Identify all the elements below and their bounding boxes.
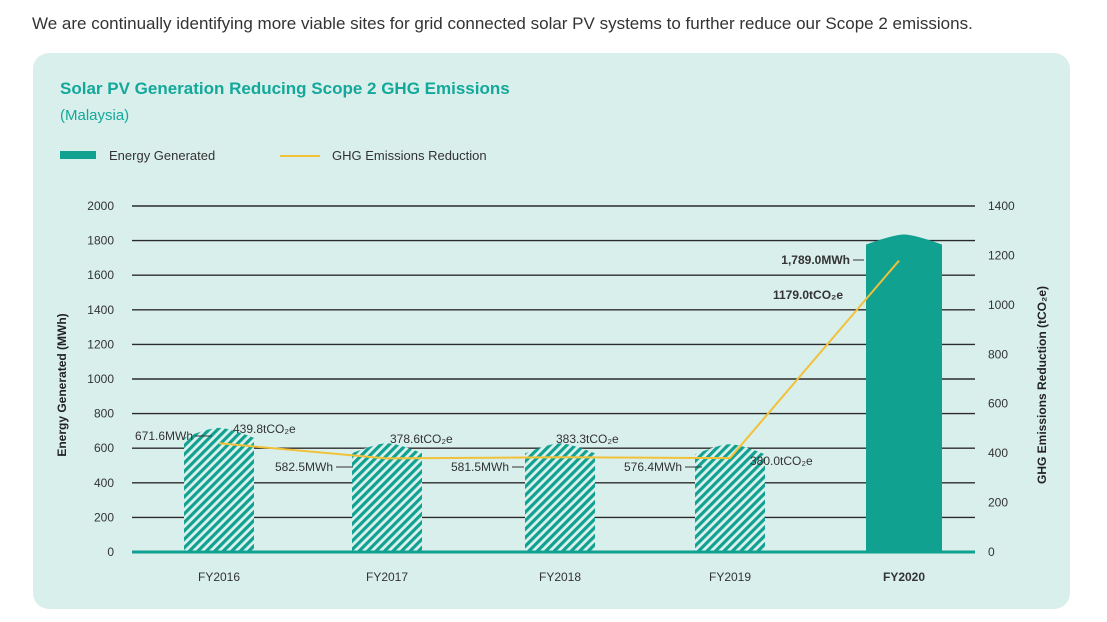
legend-swatch-ghg	[280, 155, 320, 157]
bar-value-label: 1,789.0MWh	[781, 253, 850, 267]
line-value-label: 439.8tCO₂e	[233, 422, 296, 436]
line-value-label: 380.0tCO₂e	[750, 454, 813, 468]
y2-tick-label: 1400	[988, 199, 1015, 213]
y-tick-label: 1000	[87, 372, 114, 386]
chart-title: Solar PV Generation Reducing Scope 2 GHG…	[60, 79, 510, 98]
bar-value-label: 582.5MWh	[275, 460, 333, 474]
chart-subtitle: (Malaysia)	[60, 107, 130, 124]
ghg-line	[218, 259, 900, 460]
line-value-label: 378.6tCO₂e	[390, 432, 453, 446]
x-tick-label: FY2018	[539, 570, 581, 584]
y2-tick-label: 0	[988, 545, 995, 559]
bar-value-label: 576.4MWh	[624, 460, 682, 474]
y-tick-label: 1800	[87, 234, 114, 248]
legend-item-ghg: GHG Emissions Reduction	[280, 148, 487, 163]
bar-fy2020	[866, 234, 942, 553]
x-tick-label: FY2016	[198, 570, 240, 584]
y-tick-label: 0	[107, 545, 114, 559]
y2-tick-label: 400	[988, 446, 1008, 460]
bar-fy2016	[184, 427, 254, 552]
x-tick-label: FY2017	[366, 570, 408, 584]
legend-swatch-energy	[60, 151, 96, 159]
y2-tick-label: 600	[988, 397, 1008, 411]
y2-axis-title: GHG Emissions Reduction (tCO₂e)	[1035, 286, 1049, 484]
y-tick-label: 200	[94, 510, 114, 524]
y-axis-title: Energy Generated (MWh)	[55, 313, 69, 456]
legend-label-energy: Energy Generated	[109, 148, 216, 163]
bar-fy2019	[695, 444, 765, 552]
bar-fy2017	[352, 443, 422, 552]
legend-item-energy: Energy Generated	[60, 148, 215, 163]
line-value-label: 383.3tCO₂e	[556, 432, 619, 446]
y-tick-label: 1200	[87, 337, 114, 351]
bar-value-label: 671.6MWh	[135, 429, 193, 443]
y-tick-label: 1600	[87, 268, 114, 282]
x-tick-label: FY2019	[709, 570, 751, 584]
y2-tick-label: 200	[988, 496, 1008, 510]
x-tick-label: FY2020	[883, 570, 925, 584]
intro-text: We are continually identifying more viab…	[32, 14, 973, 33]
bar-fy2018	[525, 443, 595, 552]
y-tick-label: 800	[94, 407, 114, 421]
y2-tick-label: 1000	[988, 298, 1015, 312]
y-tick-label: 1400	[87, 303, 114, 317]
y2-tick-label: 1200	[988, 248, 1015, 262]
y2-tick-label: 800	[988, 347, 1008, 361]
line-value-label: 1179.0tCO₂e	[773, 288, 843, 302]
legend-label-ghg: GHG Emissions Reduction	[332, 148, 487, 163]
y-tick-label: 600	[94, 441, 114, 455]
bar-value-label: 581.5MWh	[451, 460, 509, 474]
y-tick-label: 2000	[87, 199, 114, 213]
y-tick-label: 400	[94, 476, 114, 490]
